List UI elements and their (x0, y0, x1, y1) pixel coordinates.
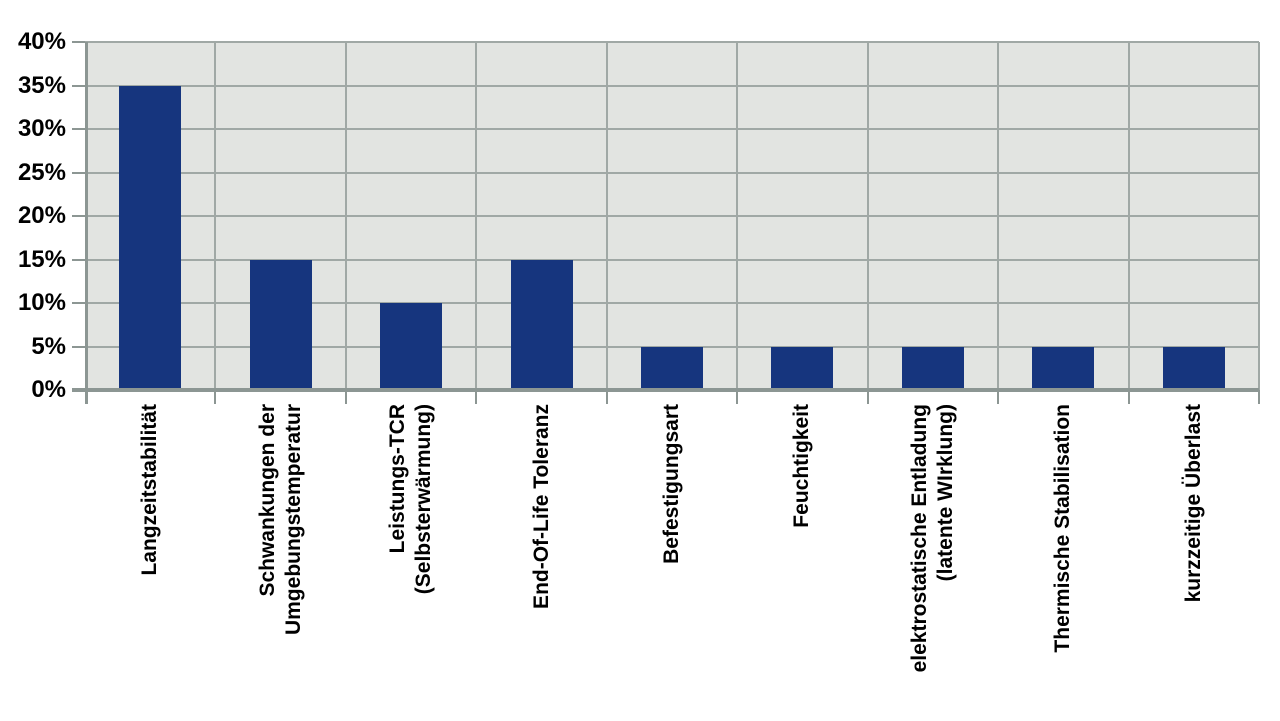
gridline-horizontal (85, 215, 1259, 217)
y-axis-tick (72, 302, 85, 304)
x-axis-label-line: Thermische Stabilisation (1051, 404, 1075, 653)
bar (510, 259, 573, 390)
x-axis-label: End-Of-Life Toleranz (514, 404, 570, 704)
x-axis-label-line: End-Of-Life Toleranz (529, 404, 553, 609)
gridline-vertical (475, 42, 478, 390)
gridline-vertical (1258, 42, 1260, 390)
y-axis-label: 0% (31, 376, 66, 403)
gridline-vertical (866, 42, 869, 390)
x-axis-label: Thermische Stabilisation (1035, 404, 1091, 704)
x-axis-tick (1127, 390, 1130, 404)
x-axis-label-line: (Selbsterwärmung) (412, 404, 436, 595)
x-axis-tick (997, 390, 1000, 404)
y-axis-label: 40% (17, 28, 66, 55)
gridline-horizontal (85, 171, 1259, 174)
x-axis-tick (475, 390, 478, 404)
gridline-horizontal (85, 84, 1259, 87)
x-axis-label-line: elektrostatische Entladung (907, 404, 931, 673)
x-axis-label-line: Langzeitstabilität (138, 404, 162, 576)
x-axis-label: elektrostatische Entladung (latente WIrkl… (905, 404, 961, 704)
bar (641, 346, 703, 390)
y-axis-label: 30% (17, 115, 66, 142)
x-axis-label-line: Leistungs-TCR (386, 404, 410, 554)
gridline-horizontal (85, 41, 1259, 43)
gridline-horizontal (85, 302, 1259, 304)
bar (1032, 346, 1095, 390)
x-axis-tick (1258, 390, 1260, 404)
bar (1162, 346, 1225, 390)
y-axis-tick (72, 171, 85, 174)
gridline-horizontal (85, 258, 1259, 261)
y-axis-label: 10% (17, 289, 66, 316)
x-axis-tick (605, 390, 608, 404)
x-axis-label: Leistungs-TCR (Selbsterwärmung) (383, 404, 439, 704)
x-axis-label: Feuchtigkeit (774, 404, 830, 704)
y-axis-label: 5% (31, 332, 66, 360)
x-axis-label: Schwankungen der Umgebungstemperatur (253, 404, 309, 704)
x-axis-line (72, 388, 1259, 392)
y-axis-label: 25% (17, 158, 66, 186)
x-axis-label-line: kurzzeitige Überlast (1181, 404, 1205, 603)
gridline-vertical (997, 42, 1000, 390)
x-axis-label-line: Befestigungsart (660, 404, 683, 564)
y-axis-tick (72, 41, 85, 43)
gridline-vertical (214, 42, 217, 390)
x-axis-tick (344, 390, 347, 404)
y-axis-label: 15% (17, 245, 66, 273)
x-axis-label: Langzeitstabilität (122, 404, 178, 704)
gridline-horizontal (85, 128, 1259, 130)
x-axis-label-line: Feuchtigkeit (790, 404, 814, 528)
bar (119, 85, 182, 390)
gridline-vertical (344, 42, 347, 390)
bar (249, 259, 312, 390)
y-axis-tick (72, 258, 85, 261)
y-axis-label: 20% (17, 202, 66, 229)
x-axis-label-line: (latente WIrklung) (933, 404, 957, 582)
y-axis-line (85, 42, 88, 404)
x-axis-label-line: Schwankungen der (255, 404, 279, 597)
y-axis-label: 35% (17, 71, 66, 99)
bar (380, 303, 443, 390)
x-axis-tick (736, 390, 739, 404)
y-axis-tick (72, 84, 85, 87)
y-axis-tick (72, 128, 85, 130)
gridline-vertical (1127, 42, 1130, 390)
bar (771, 346, 834, 390)
x-axis-label: Befestigungsart (644, 404, 700, 704)
x-axis-tick (866, 390, 869, 404)
y-axis-tick (72, 345, 85, 348)
y-axis-tick (72, 215, 85, 217)
x-axis-label-line: Umgebungstemperatur (281, 404, 305, 636)
x-axis-tick (214, 390, 217, 404)
gridline-vertical (605, 42, 608, 390)
bar (901, 346, 964, 390)
gridline-vertical (736, 42, 739, 390)
x-axis-label: kurzzeitige Überlast (1166, 404, 1222, 704)
